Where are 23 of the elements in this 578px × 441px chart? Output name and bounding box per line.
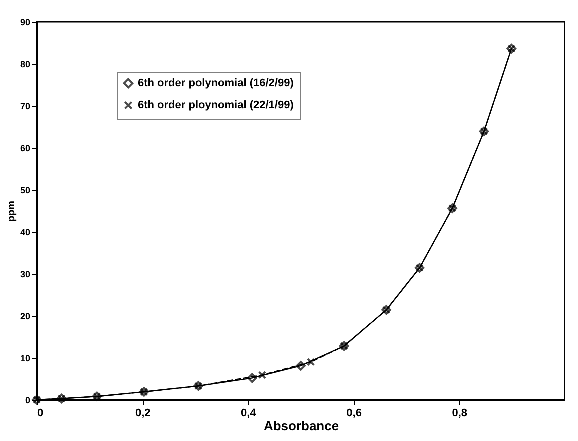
y-tick-label: 20 <box>20 312 30 322</box>
x-tick-label: 0,6 <box>346 408 362 420</box>
y-tick-label: 50 <box>20 186 30 196</box>
x-tick-label: 0,2 <box>135 408 151 420</box>
point <box>296 361 306 371</box>
point <box>248 373 258 384</box>
x-tick-label: 0 <box>38 408 44 420</box>
point <box>258 371 267 380</box>
legend-label: 6th order polynomial (16/2/99) <box>138 78 294 90</box>
y-tick-label: 40 <box>20 228 30 238</box>
y-tick-label: 10 <box>20 354 30 364</box>
legend-label: 6th order ploynomial (22/1/99) <box>138 100 294 112</box>
y-tick-label: 30 <box>20 270 30 280</box>
y-tick-label: 70 <box>20 102 30 112</box>
y-tick-label: 80 <box>20 60 30 70</box>
y-tick-label: 60 <box>20 144 30 154</box>
x-tick-label: 0,8 <box>452 408 468 420</box>
y-tick-label: 90 <box>20 18 30 28</box>
y-tick-label: 0 <box>25 396 30 406</box>
y-axis-title: ppm <box>6 200 18 222</box>
x-axis-title: Absorbance <box>264 418 340 434</box>
x-tick-label: 0,4 <box>241 408 258 420</box>
point <box>306 358 316 366</box>
